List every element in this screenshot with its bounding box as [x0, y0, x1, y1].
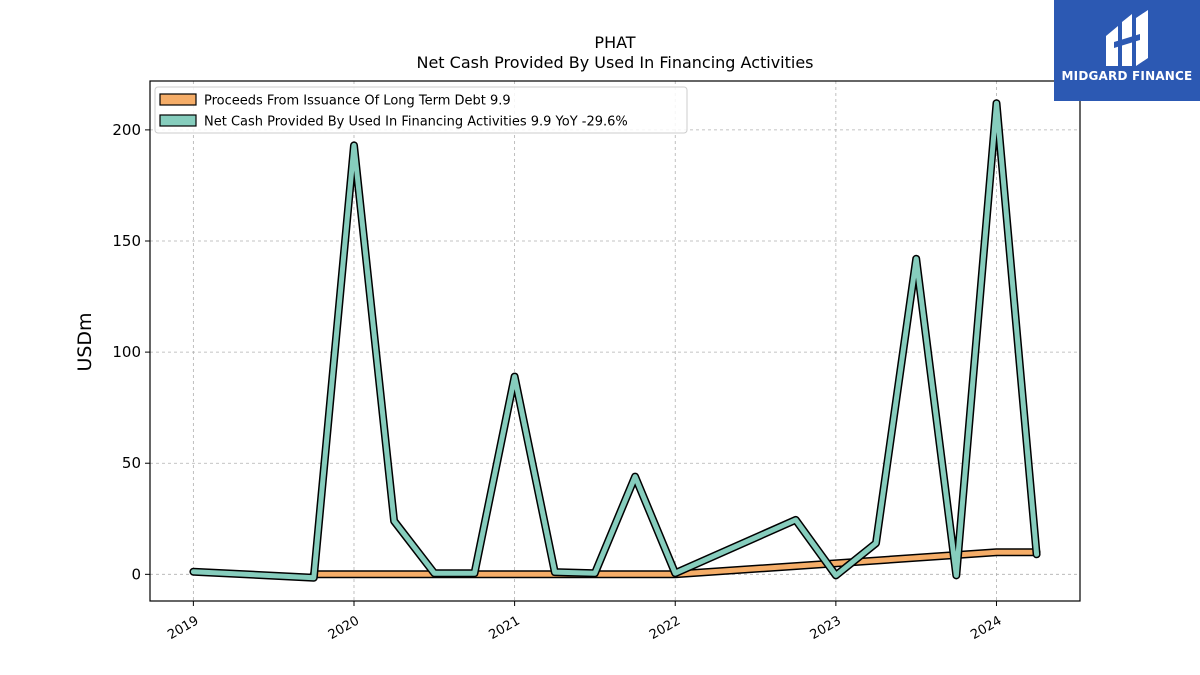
y-tick-label: 150 [112, 232, 141, 250]
legend-label-financing: Net Cash Provided By Used In Financing A… [204, 115, 628, 130]
chart-title: PHAT [594, 33, 635, 52]
series-layer [189, 99, 1041, 582]
x-tick-label: 2021 [486, 613, 522, 643]
brand-name: MIDGARD FINANCE [1061, 69, 1193, 83]
legend-swatch-financing [159, 114, 197, 127]
legend-label-debt: Proceeds From Issuance Of Long Term Debt… [204, 94, 511, 109]
chart-subtitle: Net Cash Provided By Used In Financing A… [416, 53, 813, 72]
series-stroke [311, 549, 1040, 577]
legend: Proceeds From Issuance Of Long Term Debt… [154, 86, 688, 134]
brand-logo: MIDGARD FINANCE [1054, 0, 1200, 101]
x-tick-label: 2020 [326, 613, 362, 643]
legend-swatch-debt [159, 93, 197, 106]
x-tick-label: 2022 [647, 613, 683, 643]
y-tick-label: 50 [122, 454, 141, 472]
y-axis-label: USDm [74, 312, 96, 371]
x-tick-label: 2024 [968, 613, 1004, 643]
plot-frame [149, 80, 1081, 602]
midgard-logo-icon [1106, 10, 1148, 66]
x-tick-label: 2019 [165, 613, 201, 643]
series-stroke [190, 100, 1040, 581]
y-tick-label: 200 [112, 121, 141, 139]
x-tick-label: 2023 [808, 613, 844, 643]
series-line-1 [189, 99, 1041, 582]
y-tick-label: 0 [131, 565, 141, 583]
series-line-0 [309, 548, 1041, 579]
y-tick-label: 100 [112, 343, 141, 361]
legend-box [154, 86, 688, 134]
